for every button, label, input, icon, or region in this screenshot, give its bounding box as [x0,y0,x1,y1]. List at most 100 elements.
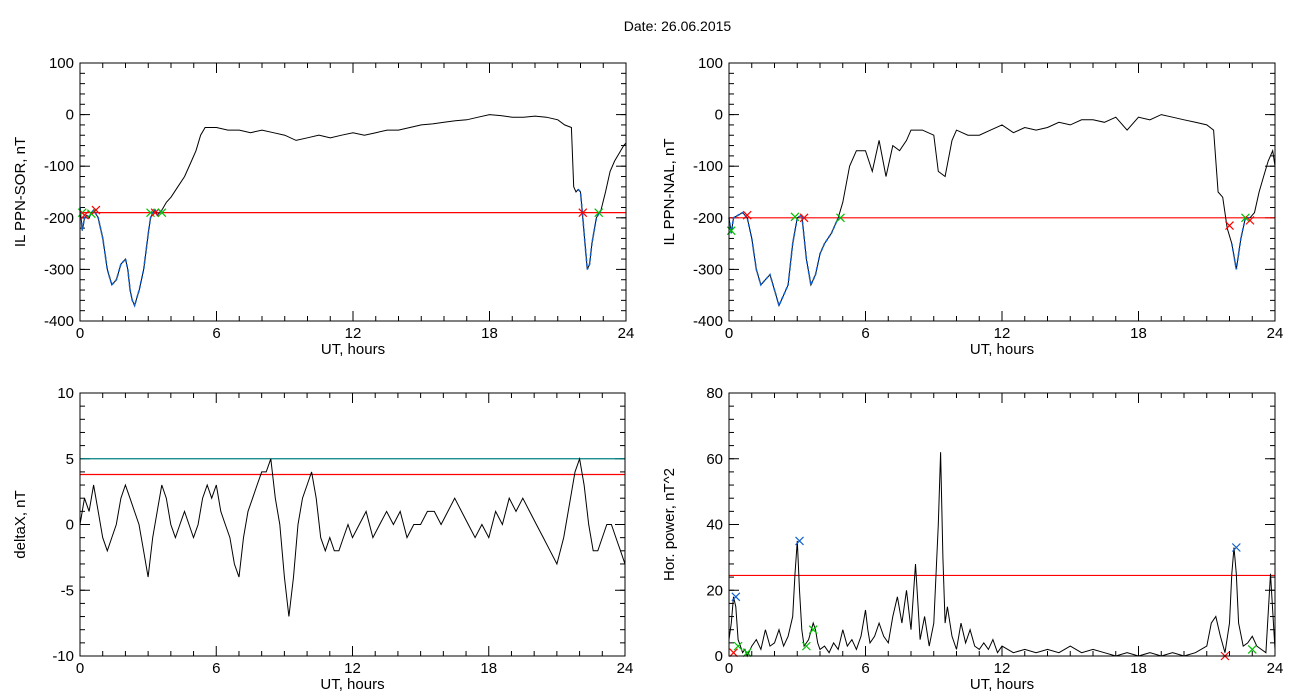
marker [80,210,89,220]
x-tick-label: 0 [76,325,84,342]
y-axis-label: Hor. power, nT^2 [661,468,678,581]
y-tick-label: -200 [693,210,723,227]
series-line [728,114,1276,307]
marker [86,209,96,219]
y-tick-label: 0 [715,648,723,665]
marker-stroke [799,213,809,223]
marker [801,641,811,651]
x-axis-label: UT, hours [320,676,384,693]
marker [157,208,167,218]
marker [578,208,588,218]
marker [1241,213,1250,223]
marker [808,625,818,635]
plot-frame [728,392,1276,657]
marker-stroke [790,212,800,222]
y-tick-label: 0 [66,107,74,124]
panel-deltax: 0 6 12 18 24 -10 -5 0 5 10 UT, hours deltaX, nT [12,385,633,693]
x-tick-label: 12 [994,325,1011,342]
series-line [79,456,626,617]
highlight-segment [79,207,163,308]
x-axis-label: UT, hours [321,341,385,358]
panel-power: 0 6 12 18 24 0 20 40 60 80 UT, hours Hor. power, nT… [661,385,1283,693]
x-tick-label: 0 [725,325,733,342]
marker [1231,543,1241,552]
marker [731,592,741,602]
y-tick-label: 100 [49,55,74,72]
y-tick-label: 10 [57,385,74,402]
marker-stroke [742,210,752,220]
y-tick-label: 40 [706,517,723,534]
highlight-segment [577,188,602,270]
x-tick-label: 18 [481,325,498,342]
marker-stroke [1241,213,1250,223]
panel-sor: 0 6 12 18 24 -400 -300 -200 -100 0 100 UT, hours IL … [12,55,634,358]
marker [795,536,804,546]
y-tick-label: -400 [44,313,74,330]
marker [733,641,743,651]
marker-stroke [733,641,743,651]
highlight-segment [728,211,839,308]
x-tick-label: 18 [1130,660,1147,677]
series-line [728,452,1276,658]
y-tick-label: 60 [706,451,723,468]
marker-stroke [150,208,160,218]
figure-title: Date: 26.06.2015 [623,18,732,34]
x-tick-label: 12 [344,660,361,677]
marker-stroke [86,209,96,219]
y-tick-label: 20 [706,582,723,599]
marker [799,213,809,223]
x-tick-label: 6 [212,325,220,342]
y-tick-label: 0 [66,517,74,534]
marker [742,210,752,220]
x-tick-label: 6 [212,660,220,677]
y-tick-label: -300 [693,261,723,278]
y-axis-label: IL PPN-NAL, nT [661,139,678,246]
x-tick-label: 6 [861,325,869,342]
marker [836,213,845,223]
x-axis-label: UT, hours [970,341,1034,358]
marker [150,208,160,218]
plot-frame [79,62,627,322]
x-tick-label: 24 [1267,325,1284,342]
panel-nal: 0 6 12 18 24 -400 -300 -200 -100 0 100 UT, hours IL … [661,55,1283,358]
marker [1225,221,1234,230]
x-tick-label: 0 [725,660,733,677]
x-tick-label: 24 [1267,660,1284,677]
marker-stroke [1247,645,1257,654]
marker-stroke [808,625,818,635]
x-tick-label: 12 [345,325,362,342]
x-tick-label: 18 [1130,325,1147,342]
y-tick-label: -100 [693,158,723,175]
x-tick-label: 18 [480,660,497,677]
marker-stroke [91,205,101,215]
marker-stroke [742,648,752,658]
y-tick-label: 5 [66,451,74,468]
marker-stroke [1225,221,1234,230]
y-axis-label: deltaX, nT [12,490,29,558]
marker-stroke [729,648,738,658]
marker [1247,645,1257,654]
marker-stroke [801,641,811,651]
y-tick-label: -10 [52,648,74,665]
y-axis-label: IL PPN-SOR, nT [12,137,29,247]
plot-frame [728,62,1276,322]
series-line [79,114,627,307]
marker [1245,215,1255,225]
y-tick-label: -5 [61,582,74,599]
marker [594,208,604,218]
y-tick-label: 100 [698,55,723,72]
y-tick-label: -400 [693,313,723,330]
x-tick-label: 0 [76,660,84,677]
marker-stroke [1245,215,1255,225]
x-tick-label: 12 [994,660,1011,677]
x-axis-label: UT, hours [970,676,1034,693]
y-tick-label: 0 [715,107,723,124]
y-tick-label: -300 [44,261,74,278]
marker-stroke [578,208,588,218]
marker-stroke [795,536,804,546]
marker-stroke [836,213,845,223]
x-tick-label: 24 [617,660,634,677]
y-tick-label: -100 [44,158,74,175]
marker-stroke [157,208,167,218]
marker-stroke [80,210,89,220]
